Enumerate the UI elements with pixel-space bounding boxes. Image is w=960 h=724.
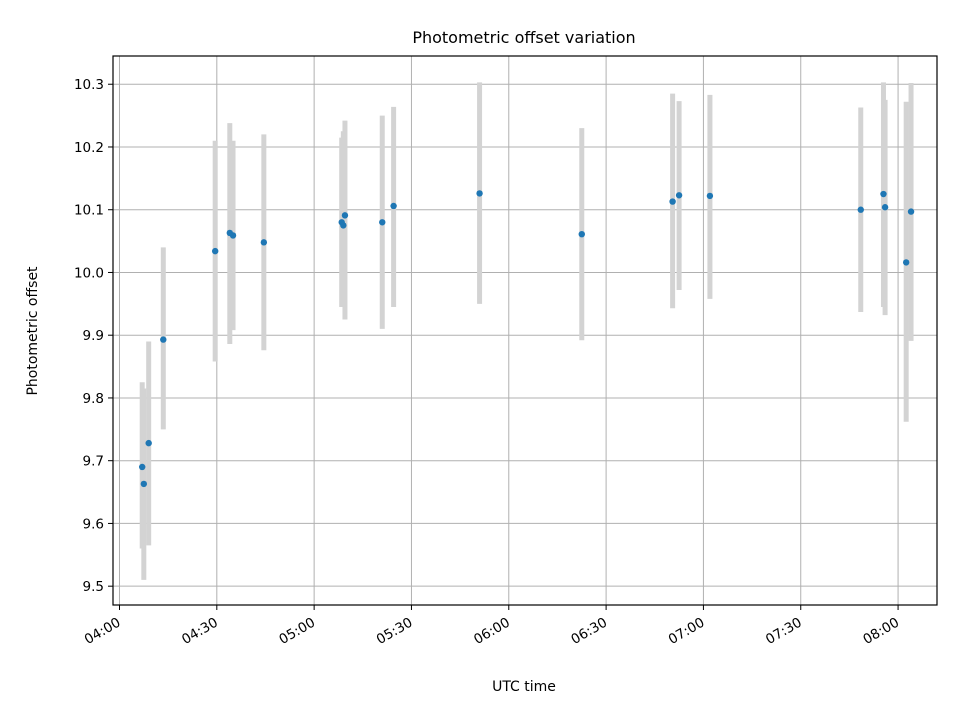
data-point	[907, 208, 915, 215]
y-tick-label: 9.8	[83, 391, 104, 407]
grid-lines	[113, 56, 937, 605]
data-points	[138, 190, 915, 488]
y-tick-label: 10.0	[74, 265, 104, 281]
data-point	[390, 202, 397, 210]
y-tick-label: 10.2	[74, 140, 104, 156]
data-point	[706, 192, 714, 200]
data-point	[578, 230, 585, 238]
y-tick-label: 9.5	[83, 579, 104, 595]
y-tick-label: 9.9	[83, 328, 104, 344]
data-point	[260, 239, 268, 246]
data-point	[145, 439, 152, 447]
data-point	[379, 219, 386, 226]
plot-area-frame	[112, 55, 938, 606]
data-point	[211, 247, 219, 255]
data-point	[675, 192, 683, 199]
data-point	[138, 463, 146, 471]
data-point	[340, 222, 347, 229]
data-point	[476, 190, 483, 197]
data-point	[341, 212, 349, 219]
y-tick-label: 10.3	[74, 77, 104, 93]
data-point	[669, 198, 676, 205]
data-point	[880, 190, 887, 198]
data-point	[160, 336, 167, 343]
data-point	[902, 259, 910, 266]
y-tick-label: 9.6	[83, 516, 104, 532]
chart-title: Photometric offset variation	[412, 28, 635, 47]
data-point	[229, 232, 237, 239]
data-point	[857, 206, 864, 213]
data-point	[140, 480, 148, 488]
y-tick-label: 9.7	[83, 454, 104, 470]
y-tick-label: 10.1	[74, 203, 104, 219]
data-point	[881, 204, 889, 211]
x-axis-label: UTC time	[492, 679, 556, 695]
y-axis-label: Photometric offset	[25, 266, 41, 396]
